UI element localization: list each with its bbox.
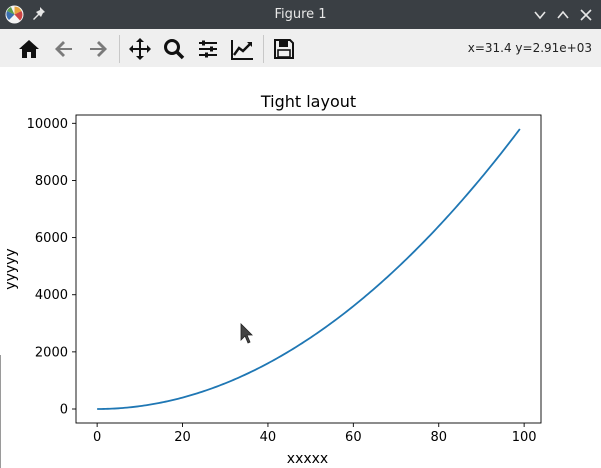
x-tick-label: 40	[260, 430, 277, 445]
toolbar-separator	[263, 35, 264, 63]
navigation-toolbar: x=31.4 y=2.91e+03	[0, 29, 601, 68]
pan-move-icon[interactable]	[128, 37, 152, 61]
y-tick-label: 0	[60, 403, 68, 418]
close-icon[interactable]	[579, 7, 593, 21]
home-icon[interactable]	[17, 37, 41, 61]
mouse-cursor-icon	[240, 323, 253, 344]
save-floppy-icon[interactable]	[272, 37, 296, 61]
x-tick-label: 100	[512, 430, 537, 445]
x-tick-label: 60	[345, 430, 362, 445]
y-axis-label: yyyyy	[3, 248, 19, 289]
y-tick-label: 2000	[35, 345, 68, 360]
toolbar-separator	[119, 35, 120, 63]
x-tick-label: 20	[174, 430, 191, 445]
window-titlebar: Figure 1	[0, 0, 601, 29]
y-tick-label: 8000	[35, 174, 68, 189]
y-tick-label: 6000	[35, 231, 68, 246]
window-title: Figure 1	[274, 7, 327, 22]
chevron-down-icon[interactable]	[533, 7, 547, 21]
x-tick-label: 0	[93, 430, 101, 445]
figure-canvas[interactable]: 0 20 40 60 80 100 0 2000 4000 6000 8000 10000 Tight …	[0, 67, 601, 468]
chevron-up-icon[interactable]	[556, 7, 570, 21]
chart-title: Tight layout	[260, 92, 356, 111]
line-chart: 0 20 40 60 80 100 0 2000 4000 6000 8000 10000 Tight …	[3, 92, 542, 467]
x-axis-label: xxxxx	[287, 451, 328, 467]
window-edge	[0, 355, 1, 468]
x-tick-label: 80	[430, 430, 447, 445]
cursor-coordinates: x=31.4 y=2.91e+03	[467, 41, 592, 55]
pin-icon[interactable]	[32, 6, 46, 22]
edit-axis-icon[interactable]	[230, 37, 254, 61]
y-tick-label: 10000	[27, 117, 68, 132]
axes-frame	[75, 114, 542, 424]
forward-arrow-icon[interactable]	[86, 37, 110, 61]
zoom-magnifier-icon[interactable]	[162, 37, 186, 61]
series-line	[97, 128, 521, 410]
matplotlib-logo-icon	[5, 5, 24, 24]
configure-subplots-icon[interactable]	[196, 37, 220, 61]
y-tick-label: 4000	[35, 288, 68, 303]
back-arrow-icon[interactable]	[52, 37, 76, 61]
